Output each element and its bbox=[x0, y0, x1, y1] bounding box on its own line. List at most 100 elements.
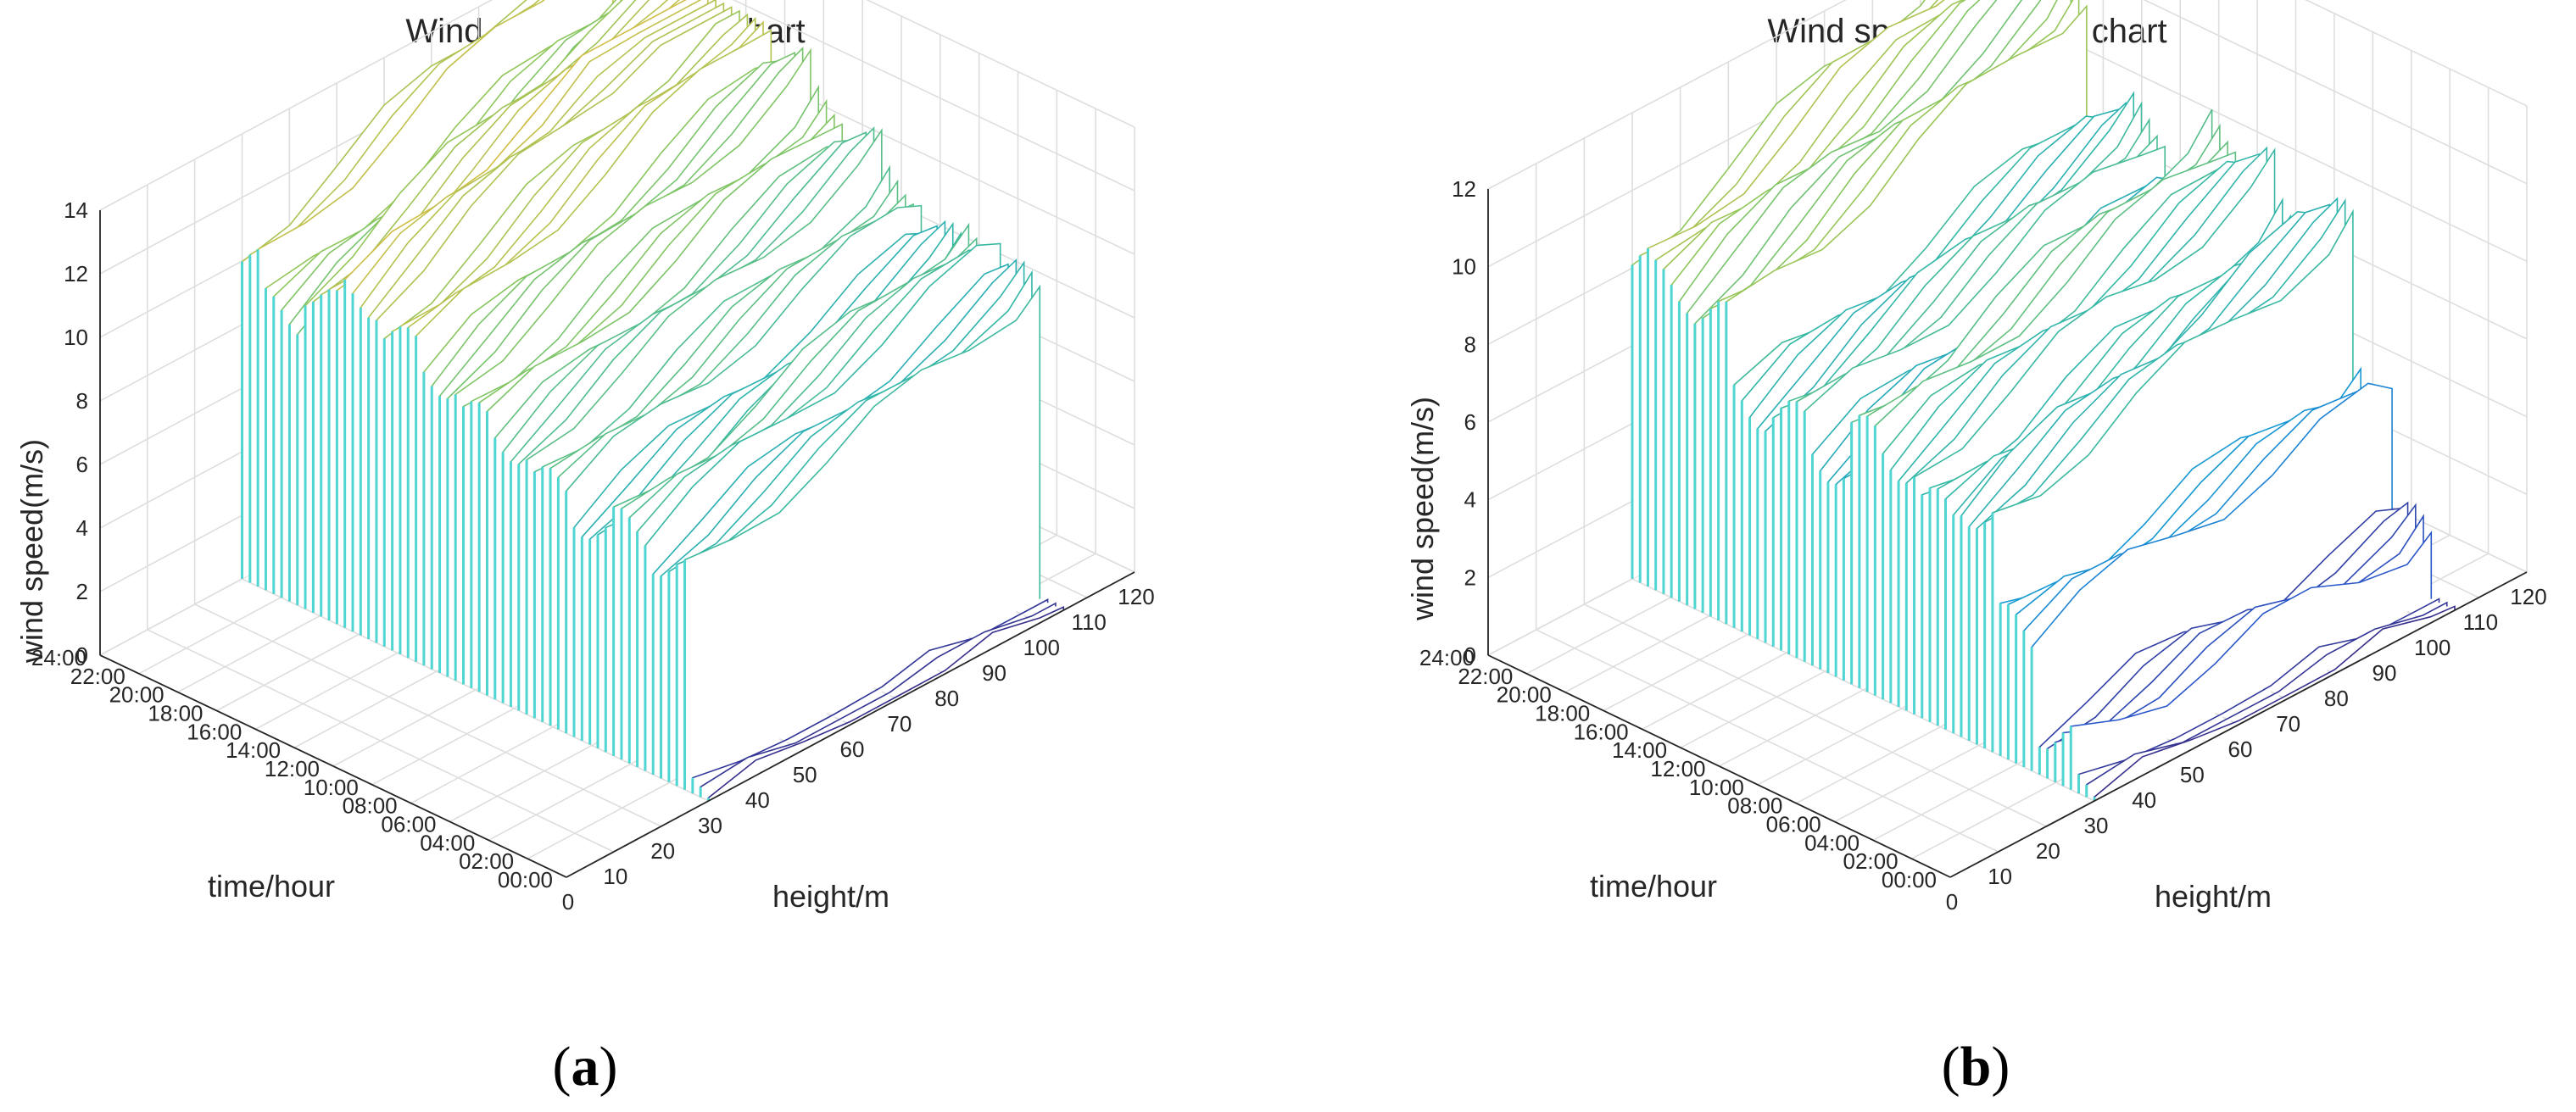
series-line bbox=[565, 204, 923, 734]
series-line bbox=[312, 0, 669, 613]
series-line bbox=[1866, 140, 2228, 692]
y-tick-label: 16:00 bbox=[1574, 719, 1629, 744]
y-tick-label: 18:00 bbox=[1535, 701, 1590, 726]
y-axis-line bbox=[1487, 654, 1951, 878]
series-line bbox=[241, 0, 599, 579]
x-tick-label: 0 bbox=[1946, 889, 1958, 915]
series-line bbox=[257, 0, 614, 587]
series-line bbox=[1678, 0, 2041, 602]
grid-line bbox=[732, 0, 1135, 192]
z-tick-label: 6 bbox=[1464, 409, 1476, 435]
x-tick-label: 120 bbox=[2510, 584, 2546, 609]
x-tick-label: 60 bbox=[840, 737, 865, 762]
y-tick-label: 24:00 bbox=[1419, 645, 1475, 670]
panel-b-zlabel: wind speed(m/s) bbox=[1405, 397, 1440, 621]
panel-a-series bbox=[241, 0, 1065, 801]
series-line bbox=[454, 47, 811, 681]
panel-b-caption-open: ( bbox=[1942, 1036, 1960, 1098]
series-line bbox=[1874, 151, 2237, 696]
y-tick-label: 02:00 bbox=[1843, 848, 1899, 874]
series-line bbox=[692, 598, 1049, 794]
y-tick-label: 12:00 bbox=[265, 756, 320, 781]
series-line bbox=[526, 128, 883, 714]
grid-line bbox=[866, 0, 1135, 128]
y-tick-label: 08:00 bbox=[343, 793, 398, 819]
x-tick-label: 40 bbox=[2132, 787, 2156, 813]
series-line bbox=[700, 602, 1057, 798]
x-tick-label: 0 bbox=[562, 889, 574, 915]
series-line bbox=[2070, 531, 2433, 790]
series-line bbox=[549, 193, 906, 726]
x-tick-label: 100 bbox=[2414, 635, 2451, 660]
y-tick-label: 12:00 bbox=[1650, 756, 1705, 781]
series-line bbox=[2085, 601, 2448, 798]
series-line bbox=[352, 0, 709, 632]
series-line bbox=[1804, 145, 2166, 662]
y-tick-label: 10:00 bbox=[304, 775, 359, 800]
series-line bbox=[478, 113, 835, 692]
panel-a-caption-close: ) bbox=[599, 1036, 618, 1098]
series-line bbox=[1686, 0, 2049, 606]
y-tick-label: 04:00 bbox=[420, 830, 475, 855]
x-tick-label: 70 bbox=[887, 711, 912, 737]
series-line bbox=[399, 16, 756, 654]
y-tick-label: 14:00 bbox=[1612, 737, 1667, 763]
y-axis-line bbox=[99, 654, 567, 878]
panel-a-caption: (a) bbox=[553, 1036, 618, 1098]
x-axis-line bbox=[566, 571, 1135, 878]
y-tick-label: 10:00 bbox=[1689, 775, 1744, 800]
z-tick-label: 0 bbox=[76, 642, 88, 668]
series-line bbox=[343, 0, 701, 628]
x-tick-label: 10 bbox=[603, 864, 627, 889]
series-line bbox=[415, 29, 772, 662]
series-line bbox=[407, 20, 764, 659]
z-tick-label: 10 bbox=[1452, 254, 1476, 280]
series-line bbox=[1992, 208, 2354, 753]
z-tick-label: 0 bbox=[1464, 642, 1476, 668]
series-line bbox=[2077, 598, 2440, 794]
x-tick-label: 120 bbox=[1118, 584, 1154, 609]
series-fill bbox=[2071, 532, 2432, 790]
x-tick-label: 30 bbox=[2084, 813, 2109, 838]
grid-line bbox=[2143, 0, 2528, 185]
y-tick-label: 06:00 bbox=[381, 812, 436, 837]
y-tick-label: 22:00 bbox=[1458, 664, 1513, 689]
series-line bbox=[383, 9, 740, 647]
x-tick-label: 90 bbox=[982, 660, 1006, 686]
y-tick-label: 18:00 bbox=[148, 701, 203, 726]
grid-line bbox=[2064, 38, 2528, 263]
x-tick-label: 40 bbox=[745, 787, 770, 813]
panel-b-caption-close: ) bbox=[1991, 1036, 2010, 1098]
y-tick-label: 06:00 bbox=[1766, 812, 1821, 837]
y-tick-label: 20:00 bbox=[109, 682, 164, 708]
x-tick-label: 20 bbox=[650, 838, 675, 864]
panel-b-axes bbox=[1487, 189, 2528, 878]
y-tick-label: 08:00 bbox=[1727, 793, 1782, 819]
series-fill bbox=[684, 286, 1040, 790]
panel-a: Wind speed waterfall chart 0246810121400… bbox=[14, 0, 1155, 1098]
panel-b-caption: (b) bbox=[1942, 1036, 2010, 1098]
z-tick-label: 2 bbox=[1464, 564, 1476, 590]
panel-b: Wind speed waterfall chart 02468101200:0… bbox=[1405, 0, 2547, 1098]
z-tick-label: 14 bbox=[64, 197, 88, 223]
y-tick-label: 16:00 bbox=[187, 719, 242, 744]
y-tick-label: 04:00 bbox=[1804, 830, 1860, 855]
x-tick-label: 50 bbox=[2180, 762, 2205, 787]
series-line bbox=[486, 123, 844, 696]
panel-a-ylabel: time/hour bbox=[208, 869, 335, 904]
panel-a-caption-open: ( bbox=[553, 1036, 572, 1098]
z-tick-label: 8 bbox=[1464, 331, 1476, 357]
x-tick-label: 80 bbox=[2324, 686, 2349, 711]
x-tick-label: 10 bbox=[1988, 864, 2012, 889]
series-line bbox=[644, 242, 1001, 771]
x-axis-line bbox=[1949, 571, 2528, 878]
x-tick-label: 70 bbox=[2276, 711, 2300, 737]
grid-line bbox=[2305, 0, 2528, 107]
series-line bbox=[1796, 134, 2158, 659]
panel-b-xlabel: height/m bbox=[2155, 879, 2272, 914]
z-tick-label: 12 bbox=[64, 261, 88, 286]
series-line bbox=[621, 236, 978, 760]
series-line bbox=[541, 179, 899, 722]
y-tick-label: 24:00 bbox=[31, 645, 86, 670]
